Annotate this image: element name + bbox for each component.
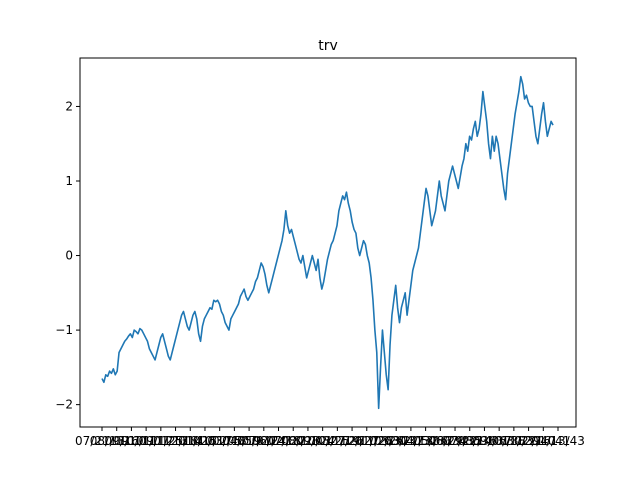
x-tick-label: 01/10/17 — [178, 434, 232, 448]
x-tick-label: 08/10/24 — [281, 434, 335, 448]
x-tick-label: 10/09/12 — [119, 434, 173, 448]
x-tick-label: 04/13/33 — [399, 434, 453, 448]
y-axis: −2 −1 0 1 2 — [55, 99, 80, 412]
x-tick-label: 07/22/36 — [443, 434, 497, 448]
x-tick-label: 12/18/15 — [163, 434, 217, 448]
x-tick-label: 02/26/31 — [369, 434, 423, 448]
x-tick-label: 09/03/25 — [296, 434, 350, 448]
x-tick-label: 11/01/13 — [134, 434, 188, 448]
chart-title: trv — [318, 38, 338, 54]
y-tick-label: 0 — [65, 249, 73, 263]
series-line — [101, 75, 554, 410]
x-tick-label: 02/02/18 — [193, 434, 247, 448]
x-axis: 07/21/0908/13/1009/16/1110/09/1211/01/13… — [75, 427, 585, 448]
x-tick-label: 10/30/39 — [487, 434, 541, 448]
x-tick-label: 09/06/38 — [472, 434, 526, 448]
x-tick-label: 03/05/19 — [207, 434, 261, 448]
x-tick-label: 01/13/43 — [531, 434, 585, 448]
x-tick-label: 05/01/21 — [237, 434, 291, 448]
x-tick-label: 10/27/26 — [310, 434, 364, 448]
x-tick-label: 11/19/27 — [325, 434, 379, 448]
x-tick-label: 03/21/32 — [384, 434, 438, 448]
x-tick-label: 08/14/37 — [457, 434, 511, 448]
x-tick-label: 11/22/40 — [502, 434, 556, 448]
plot-area-frame — [79, 57, 577, 428]
x-tick-label: 08/13/10 — [90, 434, 144, 448]
x-tick-label: 12/11/28 — [340, 434, 394, 448]
x-tick-label: 12/16/41 — [516, 434, 570, 448]
x-tick-label: 06/24/22 — [252, 434, 306, 448]
y-tick-label: −1 — [55, 323, 73, 337]
x-tick-label: 09/16/11 — [104, 434, 158, 448]
x-tick-label: 04/07/20 — [222, 434, 276, 448]
y-tick-label: −2 — [55, 398, 73, 412]
x-tick-label: 06/29/35 — [428, 434, 482, 448]
x-tick-label: 07/18/23 — [266, 434, 320, 448]
y-tick-label: 1 — [65, 174, 73, 188]
y-tick-label: 2 — [65, 99, 73, 113]
x-tick-label: 07/21/09 — [75, 434, 129, 448]
x-tick-label: 01/03/30 — [355, 434, 409, 448]
x-tick-label: 11/25/14 — [149, 434, 203, 448]
x-tick-label: 05/06/34 — [413, 434, 467, 448]
